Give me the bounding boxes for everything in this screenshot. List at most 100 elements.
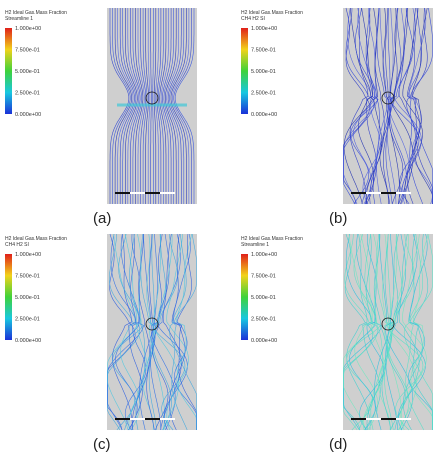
streamline — [392, 233, 426, 431]
streamline — [386, 233, 406, 431]
streamline — [362, 7, 381, 205]
streamline — [402, 7, 423, 205]
streamline-image — [107, 233, 197, 431]
streamline — [169, 233, 197, 430]
scale-bar-segment — [160, 418, 175, 420]
colorbar — [5, 254, 12, 340]
colorbar-tick-label: 1.000e+00 — [251, 252, 277, 258]
streamline — [412, 7, 433, 204]
caption: (d) — [329, 436, 347, 453]
streamline — [405, 233, 425, 431]
colorbar-tick-label: 2.500e-01 — [15, 317, 40, 323]
streamline — [385, 233, 398, 431]
streamline — [402, 233, 423, 431]
colorbar-tick-label: 1.000e+00 — [251, 26, 277, 32]
streamline — [408, 7, 433, 205]
colorbar-tick-label: 7.500e-01 — [251, 48, 276, 54]
streamline — [176, 233, 197, 430]
streamline — [407, 7, 423, 205]
streamline — [387, 233, 410, 431]
legend-subtitle: CH4 H2 SI — [241, 16, 265, 22]
colorbar-tick-label: 0.000e+00 — [15, 112, 41, 118]
streamline — [389, 7, 407, 205]
streamline — [168, 233, 186, 431]
colorbar-tick-label: 0.000e+00 — [251, 338, 277, 344]
colorbar-tick-label: 1.000e+00 — [15, 252, 41, 258]
streamline-image — [343, 233, 433, 431]
streamline — [150, 233, 162, 431]
colorbar-tick-label: 0.000e+00 — [251, 112, 277, 118]
caption: (b) — [329, 210, 347, 227]
streamline — [412, 233, 433, 430]
colorbar-tick-label: 2.500e-01 — [251, 91, 276, 97]
legend-subtitle: CH4 H2 SI — [5, 242, 29, 248]
caption: (a) — [93, 210, 111, 227]
scale-bar-segment — [396, 418, 411, 420]
scale-bar-segment — [366, 192, 381, 194]
streamline — [346, 233, 371, 431]
colorbar-tick-label: 5.000e-01 — [15, 69, 40, 75]
cylinder — [145, 91, 159, 105]
legend-subtitle: Streamline 1 — [241, 242, 269, 248]
colorbar-tick-label: 1.000e+00 — [15, 26, 41, 32]
streamline — [128, 233, 143, 431]
streamline — [353, 7, 375, 205]
streamline — [139, 233, 154, 431]
scale-bar-segment — [366, 418, 381, 420]
cylinder — [381, 91, 395, 105]
legend-title: H2 Ideal Gas.Mass Fraction — [5, 10, 67, 16]
caption: (c) — [93, 436, 111, 453]
streamline — [390, 7, 420, 205]
streamline — [343, 233, 382, 431]
streamline — [388, 7, 411, 205]
streamline — [386, 233, 424, 431]
streamline-image — [107, 8, 197, 204]
streamline — [394, 233, 420, 431]
streamline — [135, 233, 154, 431]
colorbar-tick-label: 5.000e-01 — [15, 295, 40, 301]
colorbar-tick-label: 5.000e-01 — [251, 295, 276, 301]
legend-title: H2 Ideal Gas.Mass Fraction — [5, 236, 67, 242]
scale-bar-segment — [160, 192, 175, 194]
streamline — [364, 7, 377, 205]
cylinder — [381, 317, 395, 331]
colorbar-tick-label: 7.500e-01 — [15, 48, 40, 54]
streamline — [149, 233, 165, 431]
streamline — [386, 7, 400, 205]
streamline — [361, 7, 380, 205]
scale-bar-segment — [130, 192, 145, 194]
colorbar-tick-label: 7.500e-01 — [15, 274, 40, 280]
streamline — [343, 7, 373, 205]
streamline — [173, 233, 197, 431]
streamline — [410, 233, 433, 430]
legend-subtitle: Streamline 1 — [5, 16, 33, 22]
streamline — [359, 233, 384, 431]
streamline — [152, 234, 179, 431]
streamline — [120, 233, 141, 431]
colorbar — [241, 28, 248, 114]
colorbar-tick-label: 5.000e-01 — [251, 69, 276, 75]
scale-bar-segment — [130, 418, 145, 420]
streamline — [124, 233, 147, 431]
colorbar — [5, 28, 12, 114]
legend-title: H2 Ideal Gas.Mass Fraction — [241, 236, 303, 242]
colorbar-tick-label: 2.500e-01 — [15, 91, 40, 97]
cylinder — [145, 317, 159, 331]
streamline — [107, 233, 144, 431]
streamline — [112, 233, 144, 431]
streamline — [372, 7, 389, 205]
streamline — [362, 233, 381, 431]
streamline — [403, 233, 433, 430]
legend-title: H2 Ideal Gas.Mass Fraction — [241, 10, 303, 16]
streamline — [354, 233, 379, 431]
streamline — [112, 233, 133, 431]
streamline-image — [343, 7, 433, 205]
streamline — [176, 233, 197, 430]
streamline — [379, 7, 390, 205]
streamline — [150, 233, 176, 431]
